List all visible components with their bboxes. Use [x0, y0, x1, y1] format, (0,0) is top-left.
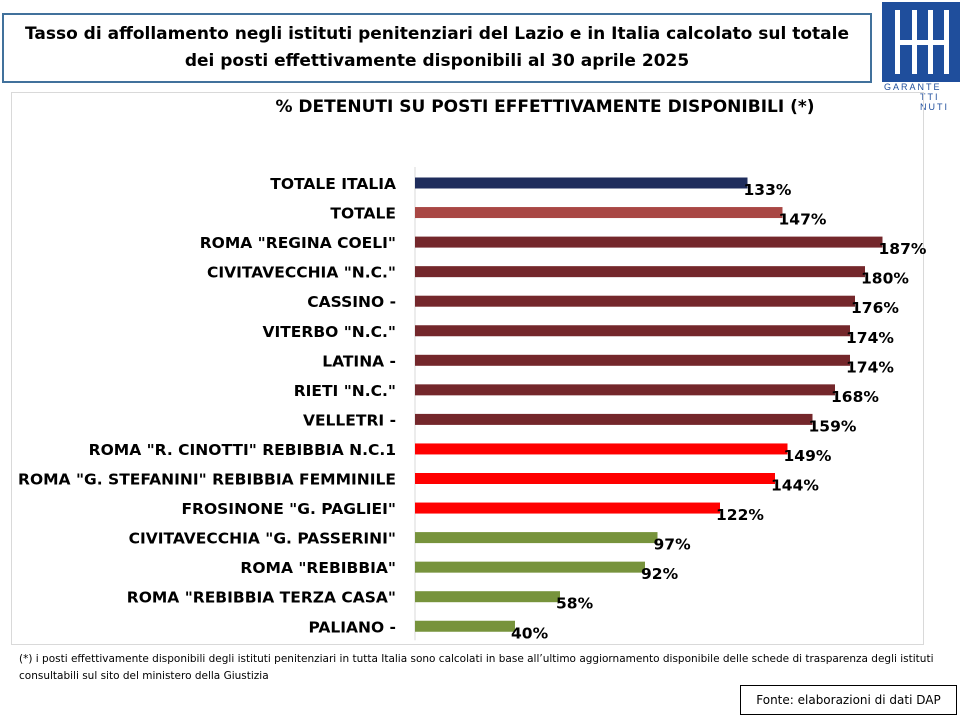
data-label: 168%	[831, 388, 879, 406]
chart-title: % DETENUTI SU POSTI EFFETTIVAMENTE DISPO…	[275, 97, 815, 117]
source-box: Fonte: elaborazioni di dati DAP	[740, 685, 957, 715]
bar	[415, 177, 748, 189]
bar	[415, 561, 645, 573]
source-text: Fonte: elaborazioni di dati DAP	[756, 693, 941, 707]
bar	[415, 443, 788, 455]
garante-logo: GARANTE TTI NUTI	[882, 2, 960, 112]
footnote: (*) i posti effettivamente disponibili d…	[19, 653, 934, 682]
category-label: CIVITAVECCHIA "G. PASSERINI"	[129, 530, 396, 548]
page-title: Tasso di affollamento negli istituti pen…	[24, 24, 850, 71]
bar	[415, 325, 850, 337]
title-box: Tasso di affollamento negli istituti pen…	[2, 13, 872, 83]
data-label: 40%	[511, 624, 549, 642]
logo-text-line-1: GARANTE	[884, 82, 942, 92]
bar	[415, 620, 515, 632]
bar	[415, 266, 865, 278]
bar	[415, 207, 783, 219]
category-label: VELLETRI -	[303, 411, 396, 429]
logo-text-line-2: TTI	[920, 92, 940, 102]
bar	[415, 413, 813, 425]
category-label: CASSINO -	[307, 293, 396, 311]
category-label: TOTALE ITALIA	[270, 175, 396, 193]
category-label: ROMA "R. CINOTTI" REBIBBIA N.C.1	[89, 441, 396, 459]
data-label: 58%	[556, 595, 594, 613]
data-label: 159%	[809, 417, 857, 435]
data-label: 147%	[779, 211, 827, 229]
bar	[415, 295, 855, 307]
bar	[415, 473, 775, 484]
category-label: ROMA "REBIBBIA TERZA CASA"	[127, 589, 396, 607]
bar	[415, 502, 720, 514]
garante-logo-icon	[882, 2, 960, 82]
data-label: 187%	[879, 240, 927, 258]
bar	[415, 384, 835, 396]
data-label: 149%	[784, 447, 832, 465]
data-label: 92%	[641, 565, 679, 583]
data-label: 133%	[744, 181, 792, 199]
category-label: FROSINONE "G. PAGLIEI"	[181, 500, 396, 518]
data-label: 176%	[851, 299, 899, 317]
chart-frame	[11, 92, 924, 645]
data-label: 174%	[846, 358, 894, 376]
data-label: 97%	[654, 536, 692, 554]
data-label: 144%	[771, 477, 819, 495]
data-label: 174%	[846, 329, 894, 347]
bar	[415, 354, 850, 366]
logo-text-line-3: NUTI	[920, 102, 949, 112]
data-label: 180%	[861, 270, 909, 288]
category-label: ROMA "REGINA COELI"	[200, 234, 396, 252]
bar	[415, 591, 560, 603]
category-label: ROMA "G. STEFANINI" REBIBBIA FEMMINILE	[18, 471, 396, 489]
category-label: CIVITAVECCHIA "N.C."	[207, 264, 396, 282]
category-label: VITERBO "N.C."	[262, 323, 396, 341]
data-label: 122%	[716, 506, 764, 524]
bar	[415, 532, 658, 544]
category-label: RIETI "N.C."	[294, 382, 396, 400]
category-label: LATINA -	[322, 352, 396, 370]
category-label: PALIANO -	[308, 618, 396, 636]
category-label: TOTALE	[330, 205, 396, 223]
bar	[415, 236, 883, 248]
category-label: ROMA "REBIBBIA"	[240, 559, 396, 577]
